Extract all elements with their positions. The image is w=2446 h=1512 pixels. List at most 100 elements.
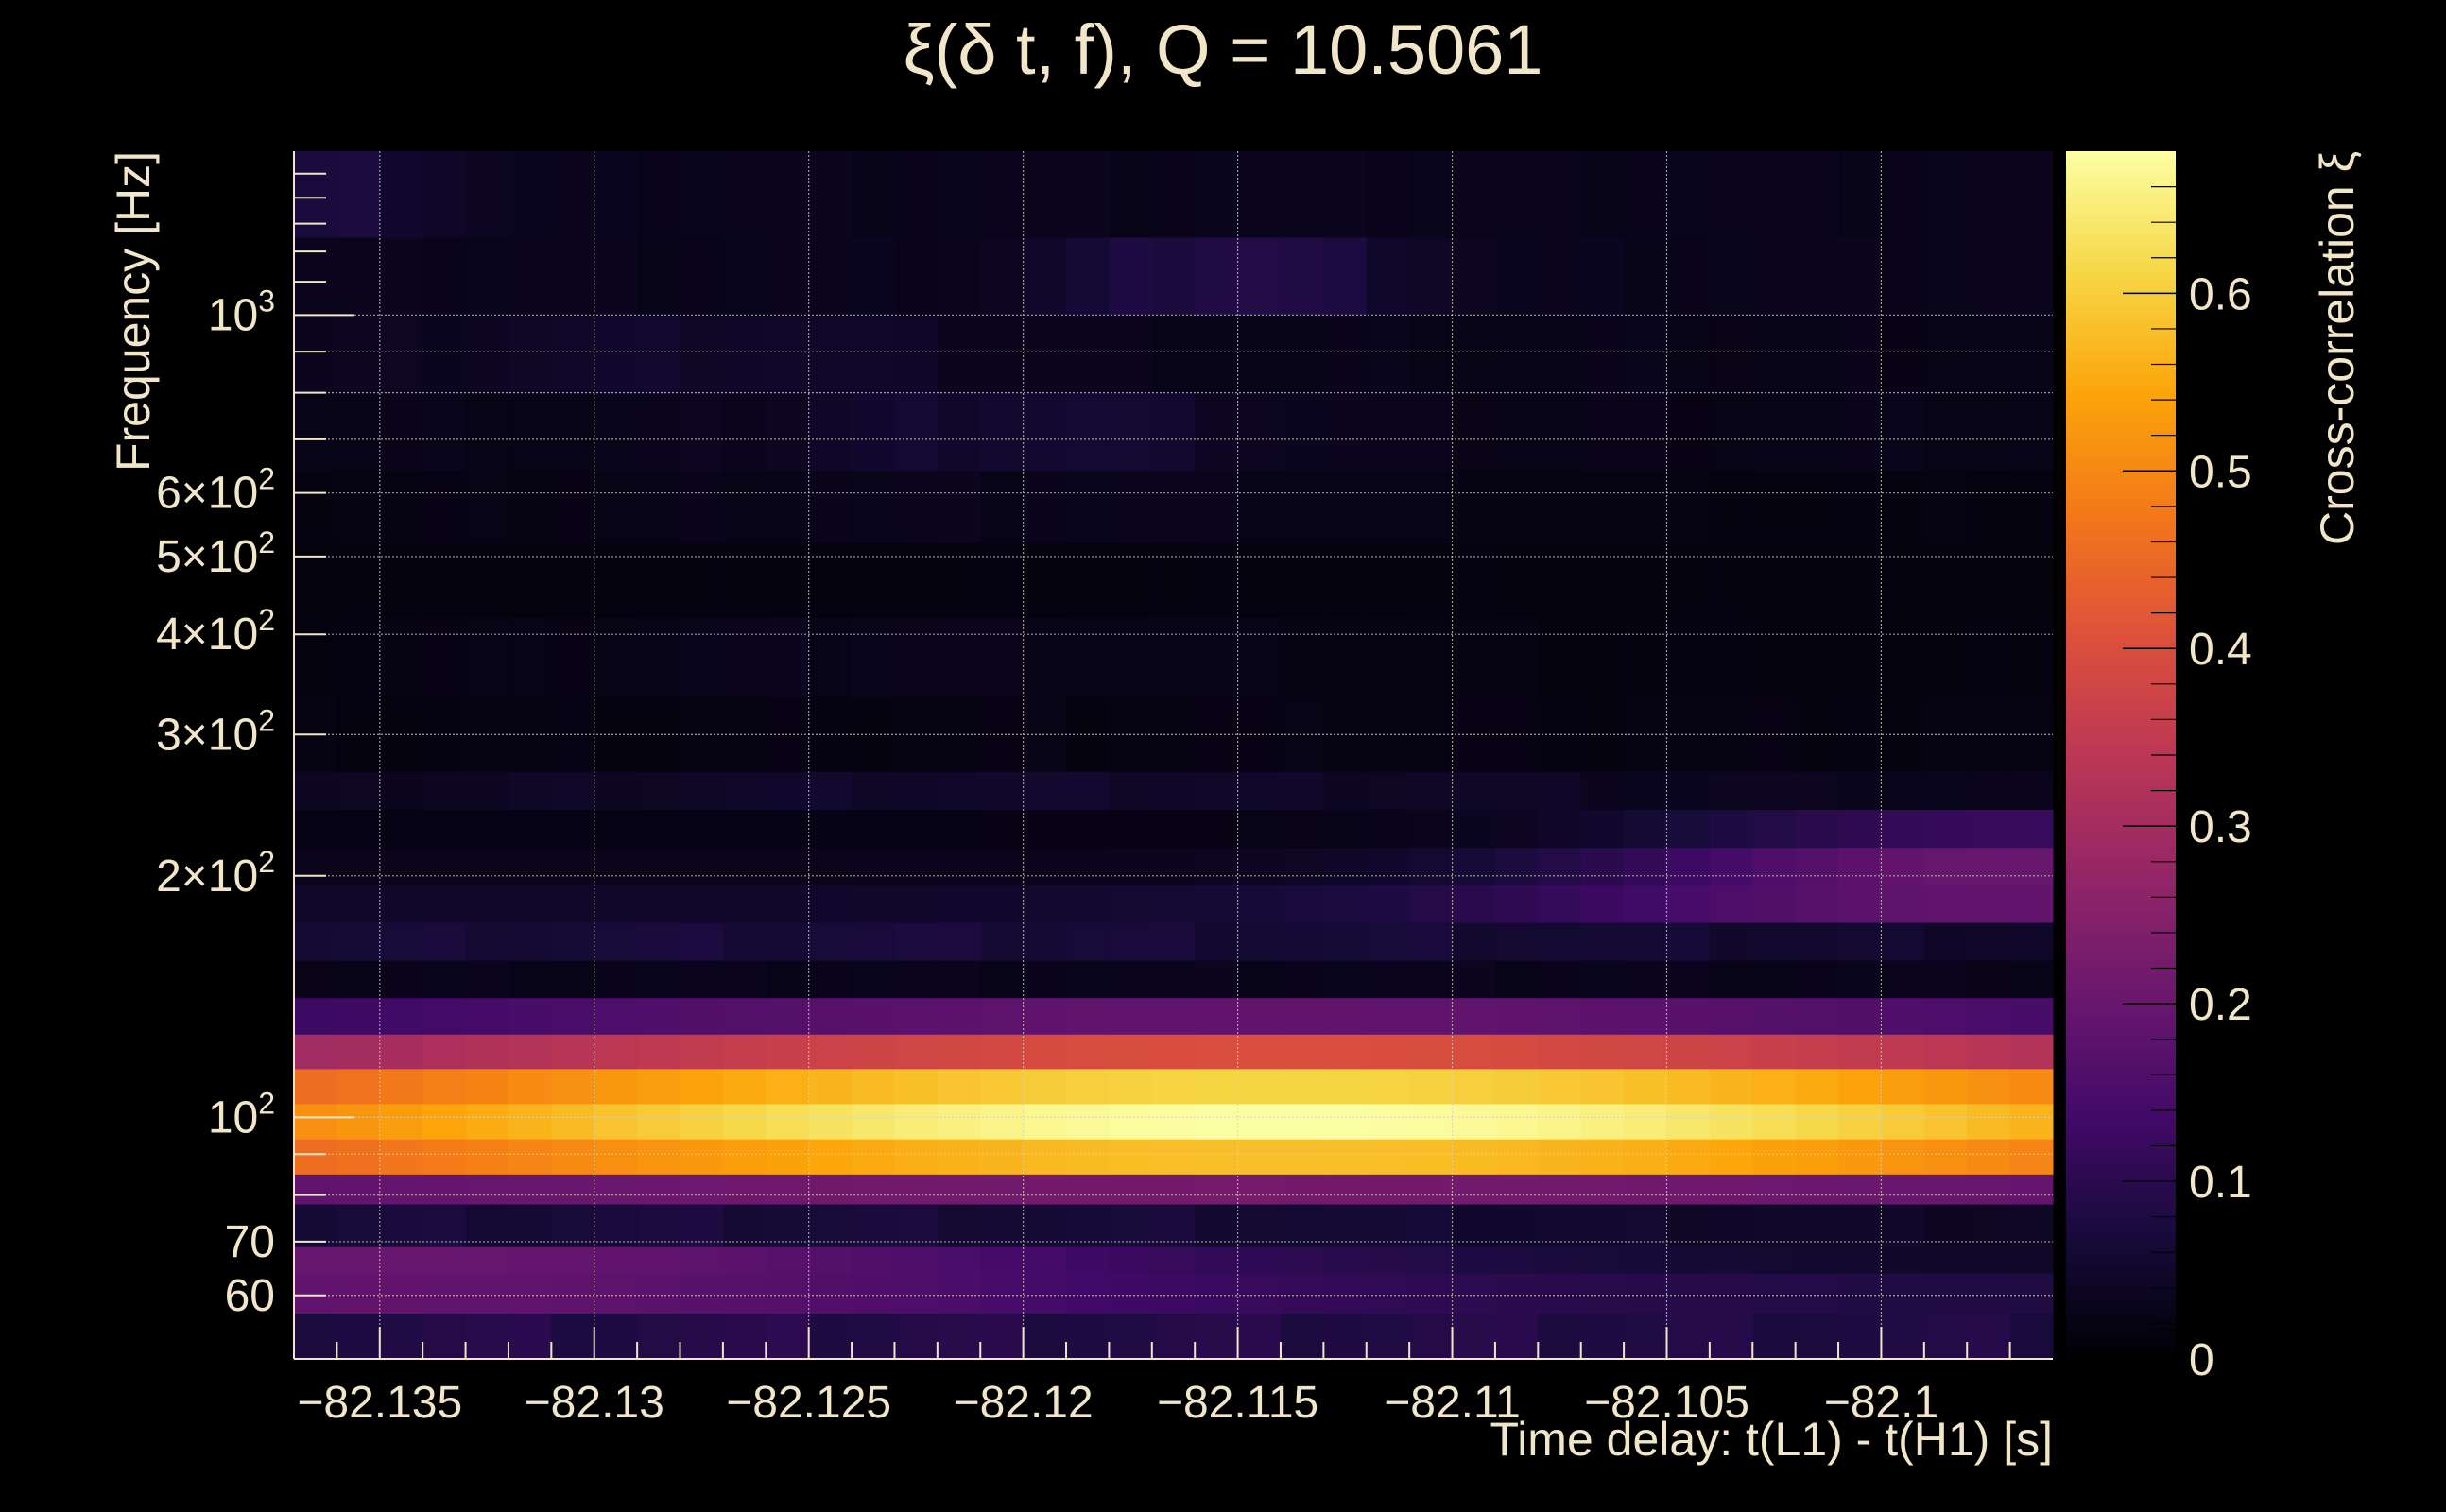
- heatmap-cell: [852, 315, 895, 394]
- heatmap-cell: [937, 151, 981, 238]
- heatmap-cell: [1580, 847, 1625, 885]
- heatmap-cell: [1923, 997, 1968, 1035]
- heatmap-cell: [1409, 151, 1454, 238]
- heatmap-cell: [594, 696, 638, 772]
- heatmap-cell: [1366, 809, 1410, 849]
- heatmap-cell: [551, 997, 595, 1035]
- heatmap-cell: [937, 470, 981, 543]
- heatmap-cell: [1538, 237, 1582, 316]
- heatmap-cell: [1838, 1204, 1882, 1247]
- heatmap-cell: [1409, 997, 1454, 1035]
- heatmap-cell: [294, 960, 337, 999]
- heatmap-cell: [551, 771, 595, 811]
- heatmap-cell: [1237, 1204, 1282, 1247]
- heatmap-cell: [1494, 997, 1539, 1035]
- heatmap-cell: [1624, 1103, 1667, 1140]
- heatmap-cell: [766, 392, 810, 472]
- heatmap-cell: [766, 315, 810, 394]
- heatmap-cell: [465, 809, 509, 849]
- heatmap-cell: [1580, 1068, 1625, 1105]
- heatmap-cell: [1881, 1272, 1925, 1314]
- heatmap-cell: [1409, 392, 1454, 472]
- heatmap-cell: [937, 237, 981, 316]
- heatmap-cell: [1280, 847, 1324, 885]
- heatmap-cell: [1752, 771, 1797, 811]
- heatmap-cell: [336, 1313, 381, 1360]
- heatmap-cell: [1624, 392, 1667, 472]
- heatmap-cell: [680, 315, 724, 394]
- heatmap-cell: [336, 1246, 381, 1274]
- heatmap-cell: [637, 809, 681, 849]
- heatmap-cell: [1109, 1246, 1153, 1274]
- heatmap-cell: [808, 1068, 853, 1105]
- heatmap-cell: [1624, 960, 1667, 999]
- heatmap-cell: [551, 1103, 595, 1140]
- heatmap-cell: [980, 542, 1025, 618]
- heatmap-cell: [551, 960, 595, 999]
- heatmap-cell: [1752, 809, 1797, 849]
- heatmap-cell: [1452, 696, 1496, 772]
- heatmap-cell: [1237, 885, 1282, 923]
- heatmap-cell: [937, 922, 981, 961]
- heatmap-cell: [594, 1068, 638, 1105]
- heatmap-cell: [508, 1272, 552, 1314]
- heatmap-cell: [594, 997, 638, 1035]
- heatmap-cell: [1366, 847, 1410, 885]
- heatmap-cell: [1795, 771, 1839, 811]
- heatmap-cell: [1752, 617, 1797, 697]
- heatmap-cell: [1280, 315, 1324, 394]
- x-tick-label: −82.115: [1157, 1378, 1318, 1428]
- heatmap-cell: [1409, 542, 1454, 618]
- heatmap-cell: [1752, 542, 1797, 618]
- heatmap-cell: [594, 542, 638, 618]
- heatmap-cell: [1023, 237, 1067, 316]
- heatmap-cell: [1195, 1034, 1239, 1070]
- heatmap-cell: [379, 1313, 423, 1360]
- heatmap-cell: [508, 1246, 552, 1274]
- heatmap-cell: [937, 1139, 981, 1175]
- heatmap-cell: [465, 315, 509, 394]
- x-axis-title: Time delay: t(L1) - t(H1) [s]: [1490, 1413, 2053, 1466]
- heatmap-cell: [808, 885, 853, 923]
- heatmap-cell: [1538, 696, 1582, 772]
- y-tick-exponent: 2: [258, 703, 275, 737]
- heatmap-cell: [1066, 696, 1110, 772]
- heatmap-cell: [1494, 809, 1539, 849]
- heatmap-cell: [1494, 151, 1539, 238]
- heatmap-cell: [1452, 151, 1496, 238]
- heatmap-cell: [508, 1204, 552, 1247]
- heatmap-cell: [551, 847, 595, 885]
- heatmap-cell: [1923, 1103, 1968, 1140]
- heatmap-cell: [1109, 885, 1153, 923]
- heatmap-cell: [1923, 237, 1968, 316]
- heatmap-cell: [1237, 1174, 1282, 1205]
- heatmap-cell: [1881, 1246, 1925, 1274]
- x-tick-label: −82.105: [1584, 1378, 1749, 1428]
- heatmap-cell: [1538, 1068, 1582, 1105]
- heatmap-cell: [937, 885, 981, 923]
- heatmap-cell: [1752, 696, 1797, 772]
- heatmap-cell: [680, 1204, 724, 1247]
- heatmap-cell: [336, 617, 381, 697]
- heatmap-cell: [422, 771, 467, 811]
- heatmap-cell: [1881, 1313, 1925, 1360]
- heatmap-cell: [808, 617, 853, 697]
- heatmap-cell: [980, 809, 1025, 849]
- heatmap-cell: [594, 315, 638, 394]
- heatmap-cell: [722, 922, 767, 961]
- heatmap-cell: [465, 392, 509, 472]
- heatmap-cell: [594, 617, 638, 697]
- heatmap-cell: [1624, 696, 1667, 772]
- heatmap-cell: [852, 1174, 895, 1205]
- heatmap-cell: [422, 1246, 467, 1274]
- heatmap-cell: [1280, 1246, 1324, 1274]
- heatmap-cell: [1967, 1068, 2011, 1105]
- heatmap-cell: [1366, 1174, 1410, 1205]
- heatmap-cell: [808, 1103, 853, 1140]
- heatmap-cell: [1237, 1313, 1282, 1360]
- heatmap-cell: [1452, 315, 1496, 394]
- heatmap-cell: [808, 315, 853, 394]
- heatmap-cell: [1838, 542, 1882, 618]
- heatmap-cell: [1580, 771, 1625, 811]
- heatmap-cell: [1151, 237, 1196, 316]
